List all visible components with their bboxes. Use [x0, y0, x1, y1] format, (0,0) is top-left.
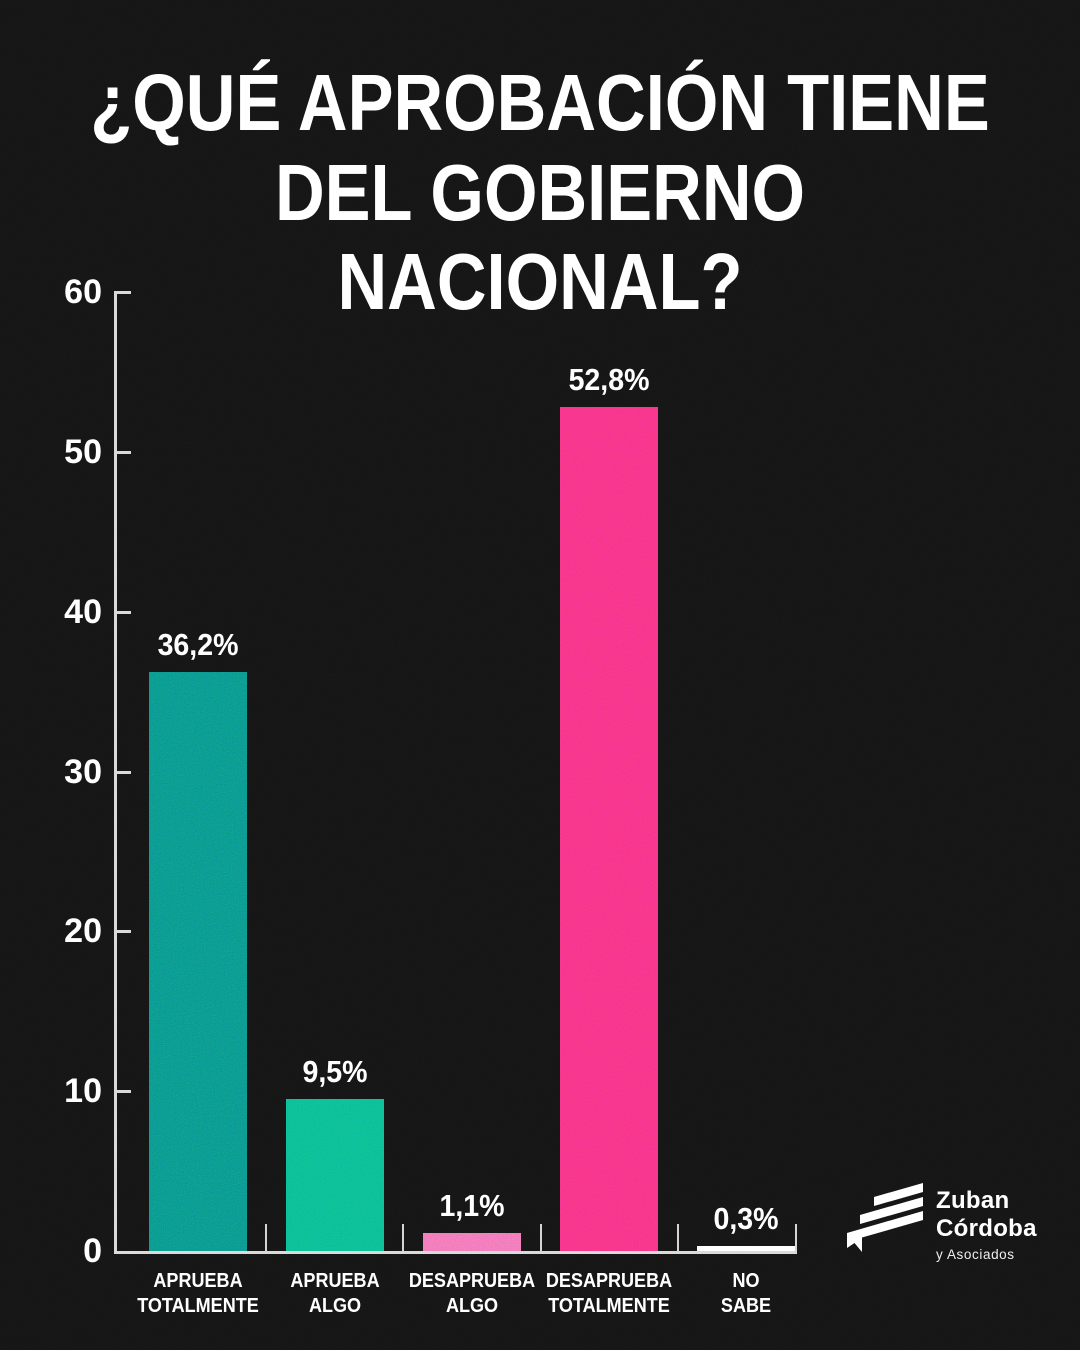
bar-aprueba-algo	[285, 1099, 384, 1251]
category-label-desaprueba-algo: DESAPRUEBA ALGO	[409, 1268, 535, 1318]
y-axis-tick-label: 30	[64, 752, 102, 791]
bar-desaprueba-totalmente	[560, 407, 659, 1251]
category-label-line: ALGO	[308, 1294, 361, 1317]
x-axis-tick	[676, 1224, 679, 1251]
category-label-line: TOTALMENTE	[136, 1294, 259, 1317]
chart-title: ¿QUÉ APROBACIÓN TIENE DEL GOBIERNO NACION…	[76, 58, 1005, 327]
brand-logo: Zuban Córdoba y Asociados	[846, 1173, 1076, 1263]
category-label-no-sabe: NO SABE	[721, 1268, 771, 1318]
value-label-desaprueba-algo: 1,1%	[439, 1188, 505, 1224]
diagonal-stripes-icon	[847, 1183, 923, 1252]
x-axis-end-tick	[795, 1224, 797, 1251]
brand-tagline: y Asociados	[936, 1246, 1015, 1262]
y-axis-tick	[114, 610, 131, 614]
category-label-aprueba-totalmente: APRUEBA TOTALMENTE	[137, 1268, 259, 1318]
y-axis-tick-label: 40	[64, 592, 102, 631]
x-axis-tick	[402, 1224, 405, 1251]
y-axis-tick	[114, 770, 131, 774]
bar-desaprueba-algo	[422, 1233, 521, 1251]
bar-aprueba-totalmente	[148, 672, 247, 1251]
y-axis-tick-label: 20	[64, 912, 102, 951]
category-label-line: NO	[732, 1269, 760, 1292]
x-axis-line	[114, 1251, 797, 1254]
value-label-no-sabe: 0,3%	[713, 1201, 779, 1237]
y-axis-tick-label: 50	[64, 432, 102, 471]
y-axis-tick-label: 60	[64, 273, 102, 311]
y-axis-tick	[114, 930, 131, 934]
category-label-aprueba-algo: APRUEBA ALGO	[290, 1268, 379, 1318]
chart-title-line2: DEL GOBIERNO NACIONAL?	[274, 147, 806, 327]
y-axis-tick-label: 0	[83, 1232, 102, 1270]
y-axis-tick	[114, 450, 131, 454]
value-label-desaprueba-totalmente: 52,8%	[568, 362, 650, 398]
brand-name-line2: Córdoba	[936, 1215, 1037, 1243]
value-label-aprueba-totalmente: 36,2%	[157, 627, 238, 663]
y-axis-tick-label: 10	[64, 1072, 102, 1111]
brand-name-line1: Zuban	[936, 1187, 1010, 1214]
y-axis-tick	[114, 291, 131, 294]
category-label-line: SABE	[721, 1294, 772, 1317]
category-label-line: APRUEBA	[152, 1269, 243, 1292]
category-label-desaprueba-totalmente: DESAPRUEBA TOTALMENTE	[546, 1268, 672, 1318]
x-axis-tick	[539, 1224, 542, 1251]
brand-text: Zuban Córdoba y Asociados	[936, 1173, 1037, 1262]
x-axis-tick	[265, 1224, 268, 1251]
category-label-line: APRUEBA	[290, 1269, 380, 1292]
y-axis-tick	[114, 1090, 131, 1094]
value-label-aprueba-algo: 9,5%	[302, 1054, 368, 1090]
category-label-line: ALGO	[445, 1294, 498, 1317]
bar-no-sabe	[697, 1246, 796, 1251]
chart-title-line1: ¿QUÉ APROBACIÓN TIENE	[90, 58, 990, 147]
category-label-line: DESAPRUEBA	[408, 1269, 536, 1292]
category-label-line: TOTALMENTE	[548, 1294, 670, 1317]
category-label-line: DESAPRUEBA	[545, 1269, 673, 1292]
